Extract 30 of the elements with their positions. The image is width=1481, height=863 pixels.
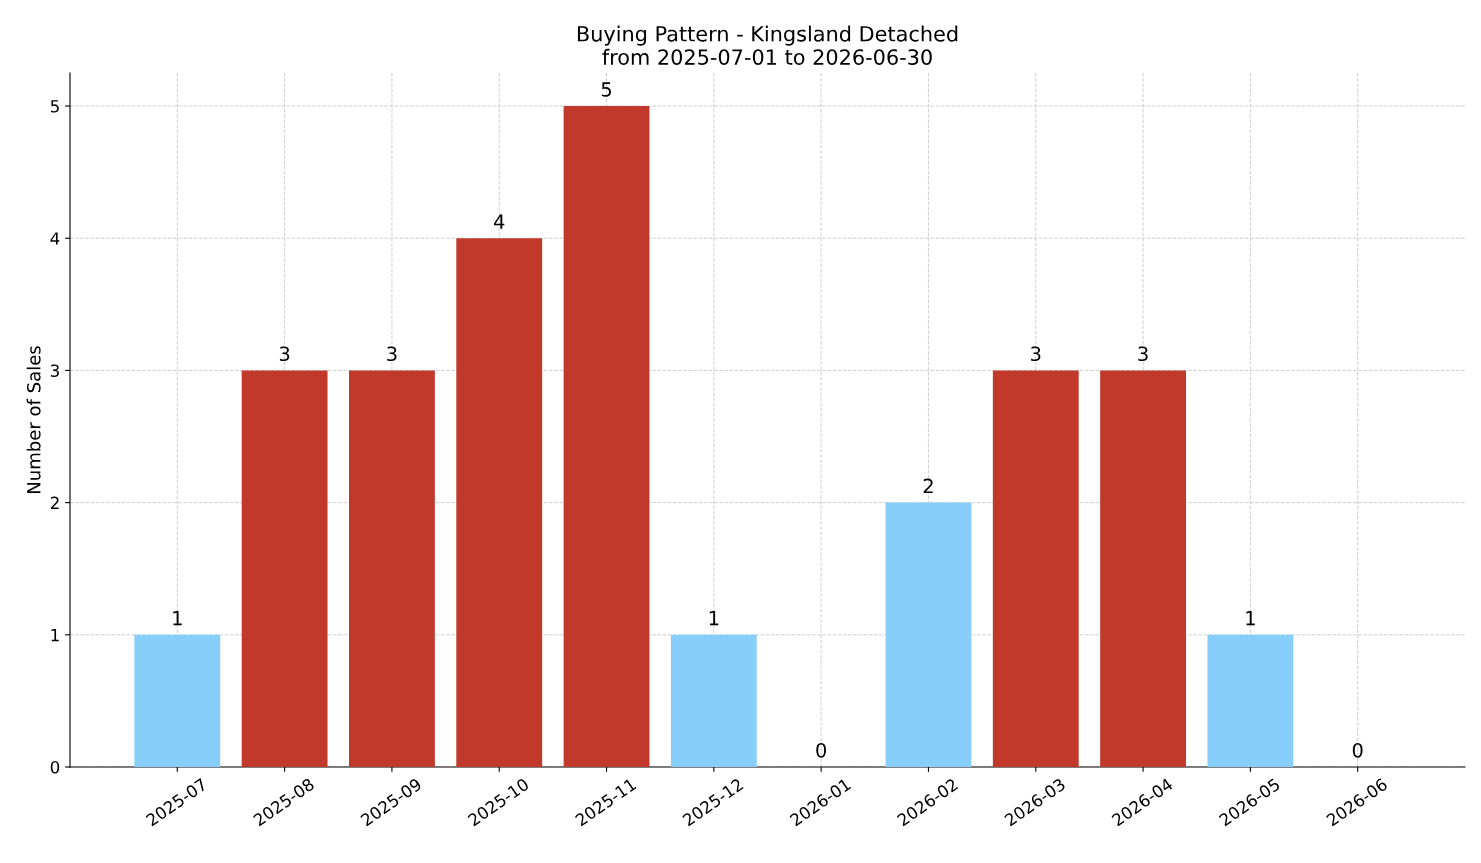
data-label: 1 — [1246, 611, 1255, 626]
bar — [563, 106, 650, 767]
bar — [134, 634, 221, 767]
chart-title: Buying Pattern - Kingsland Detached from 2025-07-01 to 2026-06-30 — [577, 25, 958, 65]
y-tick-label: 5 — [50, 100, 59, 113]
bar — [241, 370, 328, 767]
data-label: 3 — [1031, 346, 1041, 362]
bar — [992, 370, 1079, 767]
data-label: 0 — [1352, 742, 1363, 758]
bar — [1100, 370, 1186, 767]
bar — [456, 238, 543, 767]
data-label: 5 — [601, 82, 612, 97]
y-tick-label: 1 — [51, 628, 59, 642]
data-label: 2 — [923, 478, 933, 494]
bar — [1207, 634, 1294, 767]
y-tick-label: 2 — [50, 496, 59, 509]
data-label: 3 — [387, 346, 397, 362]
y-tick-label: 0 — [50, 760, 60, 774]
data-label: 3 — [279, 346, 290, 362]
data-label: 3 — [1138, 346, 1148, 362]
data-label: 1 — [173, 611, 182, 626]
data-label: 0 — [816, 742, 827, 758]
bar — [670, 634, 757, 767]
bar — [349, 370, 435, 767]
y-axis-title: Number of Sales — [26, 346, 41, 493]
y-tick-label: 3 — [50, 364, 59, 377]
bar — [885, 502, 972, 767]
y-tick-label: 4 — [50, 232, 60, 245]
data-label: 1 — [709, 611, 719, 626]
data-label: 4 — [494, 214, 505, 229]
